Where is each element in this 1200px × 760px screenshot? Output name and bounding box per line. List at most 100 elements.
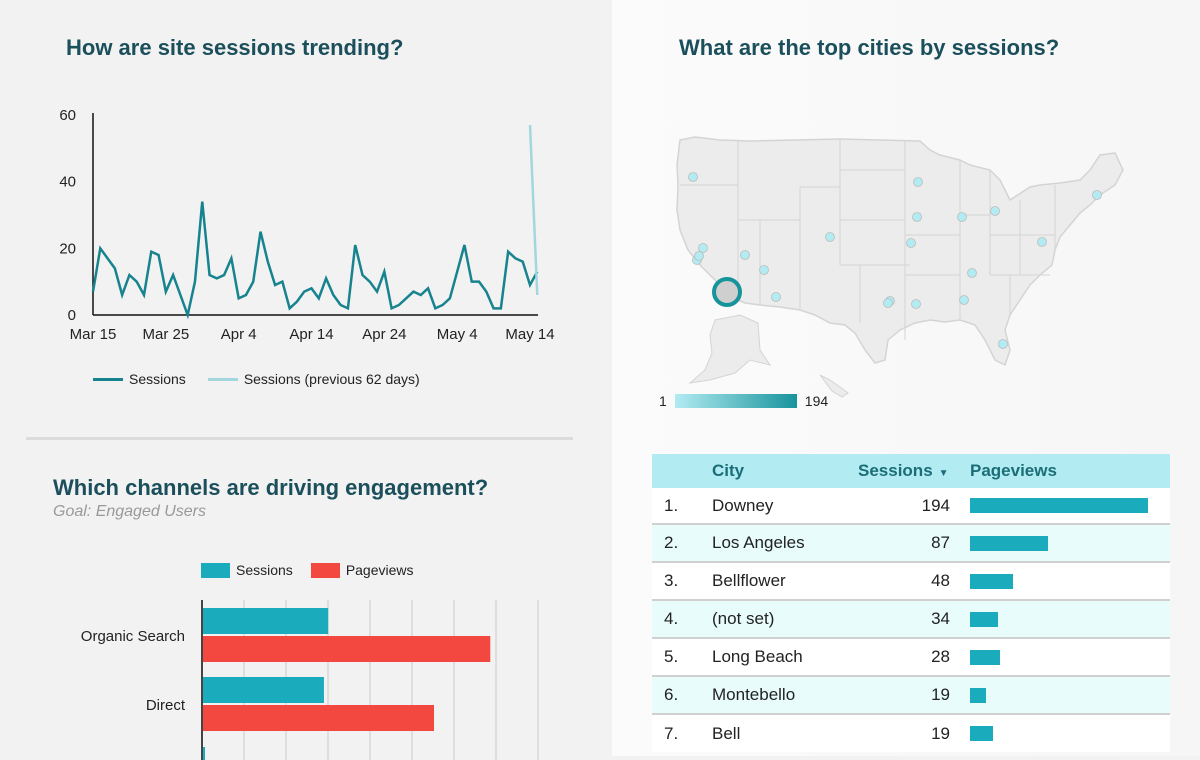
- legend-item-sessions[interactable]: Sessions: [93, 371, 186, 387]
- legend-swatch-previous: [208, 378, 238, 381]
- y-tick-label: 40: [59, 174, 76, 191]
- alaska-shape: [690, 315, 770, 383]
- row-rank: 5.: [652, 638, 712, 676]
- city-bubble[interactable]: [884, 299, 893, 308]
- bar-legend-item-sessions[interactable]: Sessions: [201, 562, 293, 578]
- city-bubble[interactable]: [695, 252, 704, 261]
- header-rank: [652, 454, 712, 488]
- us-geo-map[interactable]: [660, 125, 1140, 405]
- x-tick-label: May 4: [437, 326, 478, 343]
- legend-item-previous[interactable]: Sessions (previous 62 days): [208, 371, 420, 387]
- channels-bar-chart: [0, 590, 612, 760]
- city-bubble[interactable]: [1093, 191, 1102, 200]
- previous-sessions-series-line: [530, 125, 537, 295]
- row-rank: 7.: [652, 714, 712, 752]
- us-map-svg: [660, 125, 1140, 405]
- row-pageviews: [970, 524, 1170, 562]
- row-city: (not set): [712, 600, 852, 638]
- city-bubble[interactable]: [907, 239, 916, 248]
- y-tick-label: 20: [59, 240, 76, 257]
- channels-subtitle: Goal: Engaged Users: [53, 503, 206, 521]
- bar-legend-item-pageviews[interactable]: Pageviews: [311, 562, 414, 578]
- row-sessions: 87: [852, 524, 970, 562]
- table-header-row: City Sessions ▼ Pageviews: [652, 454, 1170, 488]
- pageviews-bar: [970, 650, 1000, 665]
- sessions-series-line: [93, 202, 537, 315]
- row-sessions: 48: [852, 562, 970, 600]
- row-sessions: 194: [852, 488, 970, 524]
- table-row[interactable]: 4.(not set)34: [652, 600, 1170, 638]
- row-pageviews: [970, 638, 1170, 676]
- city-bubble[interactable]: [914, 178, 923, 187]
- city-bubble[interactable]: [826, 233, 835, 242]
- city-bubble[interactable]: [912, 300, 921, 309]
- row-pageviews: [970, 600, 1170, 638]
- city-bubble[interactable]: [772, 293, 781, 302]
- row-city: Bell: [712, 714, 852, 752]
- bar-category-label: Direct: [35, 697, 185, 714]
- header-city[interactable]: City: [712, 454, 852, 488]
- y-tick-label: 60: [59, 107, 76, 124]
- sessions-bar: [203, 608, 328, 634]
- downey-bubble[interactable]: [714, 279, 740, 305]
- legend-label-sessions: Sessions: [129, 371, 186, 387]
- row-rank: 3.: [652, 562, 712, 600]
- city-bubble[interactable]: [1038, 238, 1047, 247]
- pageviews-bar: [203, 705, 434, 731]
- city-bubble[interactable]: [741, 251, 750, 260]
- row-city: Bellflower: [712, 562, 852, 600]
- pageviews-bar: [970, 536, 1048, 551]
- scale-max-label: 194: [805, 393, 828, 409]
- pageviews-bar: [203, 636, 490, 662]
- row-rank: 1.: [652, 488, 712, 524]
- row-city: Los Angeles: [712, 524, 852, 562]
- row-pageviews: [970, 562, 1170, 600]
- bar-legend-swatch-sessions: [201, 563, 230, 578]
- scale-min-label: 1: [659, 393, 667, 409]
- channels-title: Which channels are driving engagement?: [53, 475, 488, 501]
- row-rank: 6.: [652, 676, 712, 714]
- row-pageviews: [970, 488, 1170, 524]
- bar-legend-label-sessions: Sessions: [236, 562, 293, 578]
- row-pageviews: [970, 676, 1170, 714]
- y-tick-label: 0: [68, 307, 76, 324]
- header-sessions[interactable]: Sessions ▼: [852, 454, 970, 488]
- x-tick-label: Apr 4: [221, 326, 257, 343]
- row-sessions: 28: [852, 638, 970, 676]
- city-bubble[interactable]: [689, 173, 698, 182]
- cities-title: What are the top cities by sessions?: [679, 35, 1059, 61]
- header-pageviews[interactable]: Pageviews: [970, 454, 1170, 488]
- city-bubble[interactable]: [958, 213, 967, 222]
- bar-legend-label-pageviews: Pageviews: [346, 562, 414, 578]
- city-bubble[interactable]: [699, 244, 708, 253]
- row-city: Downey: [712, 488, 852, 524]
- city-bubble[interactable]: [999, 340, 1008, 349]
- sort-desc-icon[interactable]: ▼: [939, 468, 949, 479]
- bar-category-label: Organic Search: [35, 628, 185, 645]
- pageviews-bar: [970, 688, 986, 703]
- legend-label-previous: Sessions (previous 62 days): [244, 371, 420, 387]
- header-city-label: City: [712, 461, 744, 480]
- sessions-bar: [203, 747, 205, 760]
- sessions-bar: [203, 677, 324, 703]
- city-bubble[interactable]: [913, 213, 922, 222]
- row-rank: 2.: [652, 524, 712, 562]
- city-bubble[interactable]: [968, 269, 977, 278]
- row-pageviews: [970, 714, 1170, 752]
- city-bubble[interactable]: [960, 296, 969, 305]
- city-bubble[interactable]: [760, 266, 769, 275]
- header-sessions-label: Sessions: [858, 461, 933, 480]
- x-tick-label: Mar 25: [142, 326, 189, 343]
- city-bubble[interactable]: [991, 207, 1000, 216]
- legend-swatch-sessions: [93, 378, 123, 381]
- bar-legend-swatch-pageviews: [311, 563, 340, 578]
- row-rank: 4.: [652, 600, 712, 638]
- bar-legend: Sessions Pageviews: [201, 562, 432, 578]
